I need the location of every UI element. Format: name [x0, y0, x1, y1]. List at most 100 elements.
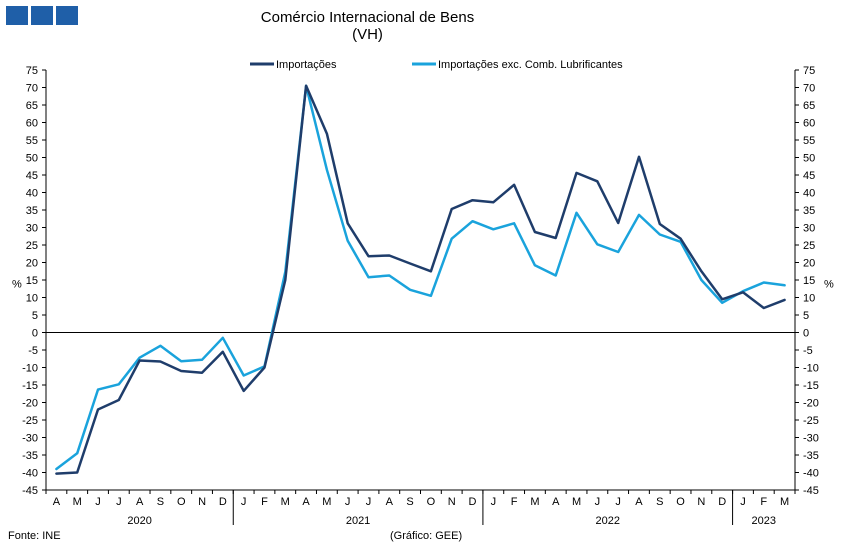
y-tick-label-left: 45 — [26, 170, 38, 182]
y-tick-label-right: -10 — [803, 363, 819, 375]
y-tick-label-right: -35 — [803, 450, 819, 462]
y-tick-label-right: 25 — [803, 240, 815, 252]
x-tick-label: F — [760, 496, 767, 508]
x-tick-label: S — [157, 496, 164, 508]
legend-label-2: Importações exc. Comb. Lubrificantes — [438, 59, 623, 71]
y-tick-label-right: -30 — [803, 433, 819, 445]
y-tick-label-left: -20 — [22, 398, 38, 410]
y-tick-label-left: 20 — [26, 258, 38, 270]
y-tick-label-left: -10 — [22, 363, 38, 375]
y-tick-label-right: 45 — [803, 170, 815, 182]
y-tick-label-right: -25 — [803, 415, 819, 427]
x-tick-label: J — [116, 496, 122, 508]
x-tick-label: M — [780, 496, 789, 508]
y-tick-label-left: 50 — [26, 153, 38, 165]
series-line-2 — [55, 84, 786, 471]
logo-block — [31, 6, 53, 25]
x-tick-label: O — [177, 496, 186, 508]
x-tick-label: A — [136, 496, 144, 508]
chart-subtitle: (VH) — [352, 26, 383, 43]
logo-block — [6, 6, 28, 25]
y-tick-label-right: 55 — [803, 135, 815, 147]
x-tick-label: M — [572, 496, 581, 508]
y-tick-label-right: 15 — [803, 275, 815, 287]
x-tick-label: M — [73, 496, 82, 508]
x-tick-label: N — [198, 496, 206, 508]
x-tick-label: A — [635, 496, 643, 508]
y-tick-label-right: 65 — [803, 100, 815, 112]
source-note: Fonte: INE — [8, 530, 61, 542]
y-tick-label-right: 70 — [803, 83, 815, 95]
y-tick-label-left: 75 — [26, 65, 38, 77]
x-tick-label: A — [53, 496, 61, 508]
y-tick-label-left: 35 — [26, 205, 38, 217]
chart-title: Comércio Internacional de Bens — [260, 9, 475, 26]
x-tick-label: J — [241, 496, 247, 508]
y-tick-label-left: -25 — [22, 415, 38, 427]
y-tick-label-left: -45 — [22, 485, 38, 497]
x-tick-label: M — [281, 496, 290, 508]
y-tick-label-right: 20 — [803, 258, 815, 270]
y-tick-label-left: 15 — [26, 275, 38, 287]
y-tick-label-right: 75 — [803, 65, 815, 77]
legend-label-1: Importações — [276, 59, 337, 71]
credit-note: (Gráfico: GEE) — [390, 530, 463, 542]
y-tick-label-left: 65 — [26, 100, 38, 112]
y-tick-label-left: -30 — [22, 433, 38, 445]
y-axis-label-right: % — [824, 279, 834, 291]
y-tick-label-left: 10 — [26, 293, 38, 305]
y-tick-label-left: -40 — [22, 468, 38, 480]
y-tick-label-right: -20 — [803, 398, 819, 410]
x-tick-label: N — [448, 496, 456, 508]
y-tick-label-left: -35 — [22, 450, 38, 462]
y-tick-label-right: 30 — [803, 223, 815, 235]
y-tick-label-right: -45 — [803, 485, 819, 497]
x-tick-label: J — [366, 496, 372, 508]
y-tick-label-left: 40 — [26, 188, 38, 200]
x-tick-label: J — [595, 496, 601, 508]
x-tick-label: F — [511, 496, 518, 508]
x-tick-label: N — [697, 496, 705, 508]
x-tick-label: O — [676, 496, 685, 508]
y-tick-label-right: 60 — [803, 118, 815, 130]
x-tick-label: J — [345, 496, 351, 508]
x-tick-label: F — [261, 496, 268, 508]
x-tick-label: A — [302, 496, 310, 508]
x-tick-label: S — [406, 496, 413, 508]
y-tick-label-left: 70 — [26, 83, 38, 95]
y-tick-label-right: -15 — [803, 380, 819, 392]
logo — [6, 6, 78, 25]
x-tick-label: A — [386, 496, 394, 508]
y-tick-label-left: 25 — [26, 240, 38, 252]
y-tick-label-right: 50 — [803, 153, 815, 165]
y-tick-label-left: -15 — [22, 380, 38, 392]
year-label: 2023 — [752, 515, 776, 527]
y-tick-label-left: 30 — [26, 223, 38, 235]
x-tick-label: J — [740, 496, 746, 508]
y-tick-label-right: -40 — [803, 468, 819, 480]
y-tick-label-right: 35 — [803, 205, 815, 217]
y-tick-label-right: 10 — [803, 293, 815, 305]
y-tick-label-left: 55 — [26, 135, 38, 147]
x-tick-label: S — [656, 496, 663, 508]
y-tick-label-left: -5 — [28, 345, 38, 357]
y-tick-label-left: 5 — [32, 310, 38, 322]
y-tick-label-right: 0 — [803, 328, 809, 340]
x-tick-label: O — [427, 496, 436, 508]
y-tick-label-right: -5 — [803, 345, 813, 357]
logo-block — [56, 6, 78, 25]
x-tick-label: D — [469, 496, 477, 508]
x-tick-label: D — [219, 496, 227, 508]
y-tick-label-left: 0 — [32, 328, 38, 340]
year-label: 2020 — [127, 515, 151, 527]
x-tick-label: J — [95, 496, 101, 508]
y-axis-label-left: % — [12, 279, 22, 291]
y-tick-label-right: 5 — [803, 310, 809, 322]
x-tick-label: M — [322, 496, 331, 508]
year-label: 2021 — [346, 515, 370, 527]
y-tick-label-left: 60 — [26, 118, 38, 130]
x-tick-label: M — [530, 496, 539, 508]
x-tick-label: D — [718, 496, 726, 508]
year-label: 2022 — [596, 515, 620, 527]
